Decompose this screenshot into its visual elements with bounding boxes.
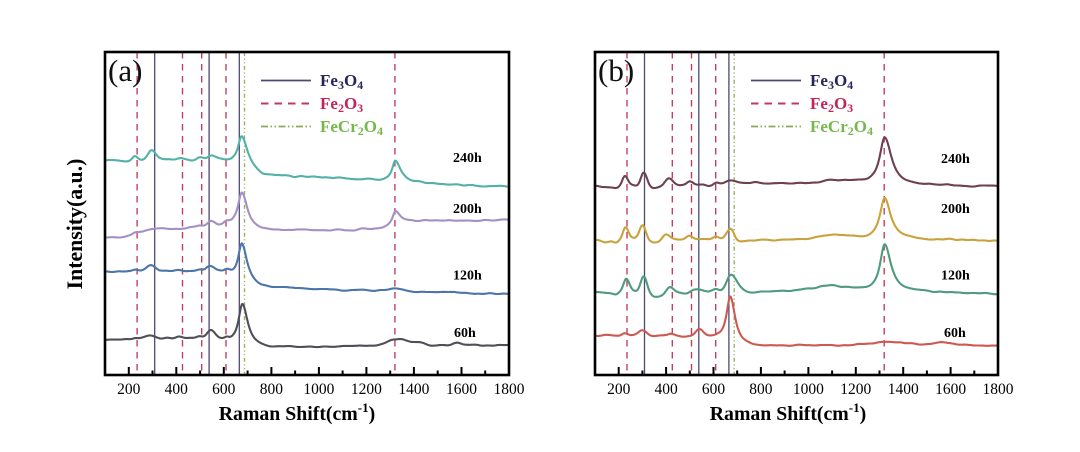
svg-text:Fe3O4: Fe3O4: [810, 71, 853, 92]
svg-text:200: 200: [607, 381, 631, 398]
svg-text:FeCr2O4: FeCr2O4: [320, 117, 383, 138]
svg-text:800: 800: [260, 381, 284, 398]
svg-text:400: 400: [165, 381, 189, 398]
svg-text:1600: 1600: [935, 381, 966, 398]
svg-text:240h: 240h: [453, 151, 482, 166]
svg-text:1000: 1000: [793, 381, 824, 398]
svg-text:1400: 1400: [888, 381, 919, 398]
svg-text:120h: 120h: [453, 269, 482, 284]
svg-text:Fe2O3: Fe2O3: [320, 94, 363, 115]
svg-text:600: 600: [212, 381, 236, 398]
svg-text:Fe3O4: Fe3O4: [320, 71, 363, 92]
svg-text:(a): (a): [108, 53, 142, 88]
svg-text:1200: 1200: [351, 381, 382, 398]
svg-text:60h: 60h: [944, 326, 966, 341]
svg-text:200h: 200h: [453, 202, 482, 217]
svg-text:Raman Shift(cm-1): Raman Shift(cm-1): [710, 400, 866, 425]
svg-text:60h: 60h: [454, 326, 476, 341]
svg-text:1800: 1800: [983, 381, 1014, 398]
svg-text:1000: 1000: [303, 381, 334, 398]
svg-text:Intensity(a.u.): Intensity(a.u.): [63, 159, 87, 290]
svg-text:120h: 120h: [941, 269, 970, 284]
svg-text:FeCr2O4: FeCr2O4: [810, 117, 873, 138]
svg-text:1200: 1200: [840, 381, 871, 398]
svg-text:1800: 1800: [494, 381, 525, 398]
svg-text:400: 400: [654, 381, 678, 398]
svg-text:600: 600: [702, 381, 726, 398]
svg-text:800: 800: [749, 381, 773, 398]
svg-text:240h: 240h: [941, 152, 970, 167]
svg-text:1600: 1600: [446, 381, 477, 398]
svg-text:Fe2O3: Fe2O3: [810, 94, 853, 115]
svg-text:(b): (b): [598, 53, 634, 88]
svg-text:1400: 1400: [398, 381, 429, 398]
svg-text:Raman Shift(cm-1): Raman Shift(cm-1): [219, 400, 375, 425]
svg-text:200h: 200h: [941, 202, 970, 217]
svg-text:200: 200: [117, 381, 141, 398]
